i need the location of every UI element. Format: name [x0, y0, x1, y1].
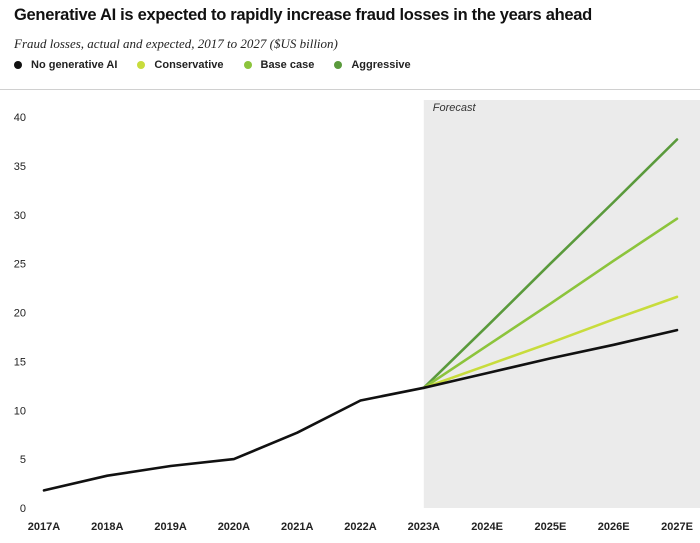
- y-tick-label-15: 15: [14, 356, 26, 368]
- x-tick-label-2027e: 2027E: [661, 521, 693, 533]
- series-line-no-generative-ai: [42, 328, 679, 492]
- x-tick-label-2019a: 2019A: [154, 521, 186, 533]
- x-tick-label-2026e: 2026E: [598, 521, 630, 533]
- x-tick-label-2024e: 2024E: [471, 521, 503, 533]
- legend-label-base-case: Base case: [260, 59, 315, 71]
- series-line-base-case: [422, 217, 679, 390]
- header-divider: [0, 89, 700, 90]
- legend-swatch-conservative: [137, 61, 146, 69]
- forecast-label: Forecast: [433, 102, 477, 114]
- y-tick-label-35: 35: [14, 161, 26, 173]
- legend-label-conservative: Conservative: [154, 59, 224, 71]
- legend: No generative AI Conservative Base case …: [14, 59, 431, 71]
- y-tick-label-25: 25: [14, 259, 26, 271]
- legend-item-aggressive: Aggressive: [334, 59, 411, 71]
- legend-swatch-no-generative-ai: [14, 61, 22, 69]
- y-tick-label-40: 40: [14, 112, 26, 124]
- y-tick-label-5: 5: [20, 454, 26, 466]
- y-tick-label-30: 30: [14, 210, 26, 222]
- legend-swatch-base-case: [243, 61, 252, 69]
- x-tick-label-2025e: 2025E: [534, 521, 566, 533]
- series-line-conservative: [422, 295, 679, 390]
- y-tick-label-10: 10: [14, 405, 26, 417]
- chart-subtitle: Fraud losses, actual and expected, 2017 …: [14, 36, 338, 51]
- legend-item-conservative: Conservative: [137, 59, 224, 71]
- legend-item-no-generative-ai: No generative AI: [14, 59, 117, 71]
- legend-swatch-aggressive: [334, 61, 343, 69]
- x-tick-label-2017a: 2017A: [28, 521, 60, 533]
- legend-item-base-case: Base case: [243, 59, 315, 71]
- x-tick-label-2020a: 2020A: [218, 521, 250, 533]
- x-tick-label-2021a: 2021A: [281, 521, 313, 533]
- x-tick-label-2022a: 2022A: [344, 521, 376, 533]
- x-tick-label-2018a: 2018A: [91, 521, 123, 533]
- y-tick-label-0: 0: [20, 503, 26, 515]
- x-tick-label-2023a: 2023A: [408, 521, 440, 533]
- chart-title: Generative AI is expected to rapidly inc…: [14, 6, 592, 24]
- y-tick-label-20: 20: [14, 308, 26, 320]
- legend-label-aggressive: Aggressive: [351, 59, 411, 71]
- legend-label-no-generative-ai: No generative AI: [31, 59, 118, 71]
- series-line-aggressive: [422, 138, 679, 390]
